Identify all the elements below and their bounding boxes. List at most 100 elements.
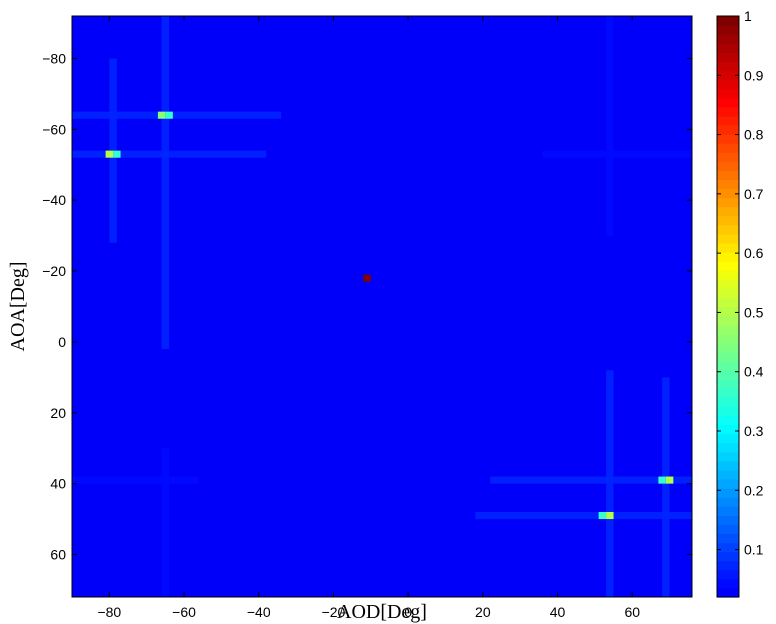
sidelobe-streak-7 bbox=[606, 370, 614, 597]
colorbar-segment bbox=[717, 34, 739, 44]
x-tick-label: 0 bbox=[404, 604, 412, 620]
colorbar-segment bbox=[717, 370, 739, 380]
colorbar-segment bbox=[717, 224, 739, 235]
x-tick-label: −40 bbox=[247, 604, 271, 620]
colorbar-tick-label: 1 bbox=[744, 8, 752, 24]
y-tick-label: 40 bbox=[50, 476, 66, 492]
colorbar-segment bbox=[717, 460, 739, 471]
heatmap-cells bbox=[72, 16, 692, 597]
colorbar-segment bbox=[717, 152, 739, 162]
colorbar-segment bbox=[717, 61, 739, 72]
colorbar-segment bbox=[717, 415, 739, 426]
colorbar-segment bbox=[717, 515, 739, 525]
colorbar-segment bbox=[717, 524, 739, 535]
colorbar-segment bbox=[717, 342, 739, 353]
sidelobe-streak-2 bbox=[72, 150, 267, 158]
sidelobe-streak-10 bbox=[542, 150, 692, 158]
colorbar-segment bbox=[717, 43, 739, 53]
sidelobe-streak-0 bbox=[72, 111, 282, 119]
colorbar-segment bbox=[717, 379, 739, 389]
colorbar-segment bbox=[717, 124, 739, 135]
sidelobe-streak-1 bbox=[161, 16, 170, 350]
colorbar-segment bbox=[717, 442, 739, 453]
colorbar-segment bbox=[717, 297, 739, 308]
colorbar-segment bbox=[717, 279, 739, 289]
colorbar-segment bbox=[717, 261, 739, 271]
x-tick-label: 40 bbox=[550, 604, 566, 620]
y-tick-label: −20 bbox=[42, 263, 66, 279]
colorbar-tick-label: 0.8 bbox=[744, 127, 764, 143]
sidelobe-streak-6 bbox=[475, 511, 692, 520]
colorbar-tick-label: 0.1 bbox=[744, 542, 764, 558]
colorbar-segment bbox=[717, 197, 739, 208]
sidelobe-streak-8 bbox=[72, 476, 199, 484]
colorbar-segment bbox=[717, 424, 739, 435]
plot-frame bbox=[71, 15, 693, 598]
colorbar-tick-label: 0.2 bbox=[744, 482, 764, 498]
colorbar-segment bbox=[717, 70, 739, 81]
colorbar-segment bbox=[717, 52, 739, 62]
colorbar-segment bbox=[717, 270, 739, 280]
colorbar-tick-label: 0.4 bbox=[744, 364, 764, 380]
peak-cell-8 bbox=[658, 476, 666, 484]
colorbar-tick-label: 0.3 bbox=[744, 423, 764, 439]
peak-cell-0 bbox=[363, 274, 371, 282]
x-tick-label: −20 bbox=[322, 604, 346, 620]
colorbar-segment bbox=[717, 88, 739, 99]
colorbar-tick-label: 0.9 bbox=[744, 67, 764, 83]
y-tick-label: −40 bbox=[42, 192, 66, 208]
colorbar-segment bbox=[717, 388, 739, 398]
colorbar-segment bbox=[717, 397, 739, 407]
peak-cell-2 bbox=[113, 150, 121, 158]
colorbar bbox=[716, 15, 740, 598]
x-axis-label: AOD[Deg] bbox=[337, 601, 427, 623]
colorbar-segment bbox=[717, 161, 739, 171]
colorbar-segment bbox=[717, 497, 739, 507]
colorbar-segment bbox=[717, 115, 739, 126]
sidelobe-streak-11 bbox=[606, 16, 614, 236]
colorbar-segment bbox=[717, 351, 739, 362]
sidelobe-streak-5 bbox=[662, 377, 670, 597]
x-axis-ticks: −80 −60 −40 −20 0 20 40 60 bbox=[97, 16, 640, 620]
colorbar-segment bbox=[717, 215, 739, 226]
peak-cell-6 bbox=[598, 511, 607, 520]
colorbar-segment bbox=[717, 324, 739, 335]
colorbar-segment bbox=[717, 16, 739, 26]
colorbar-segment bbox=[717, 578, 739, 589]
y-tick-label: 60 bbox=[50, 546, 66, 562]
colorbar-segment bbox=[717, 406, 739, 417]
colorbar-segment bbox=[717, 587, 739, 598]
y-tick-label: 0 bbox=[58, 334, 66, 350]
peak-cell-5 bbox=[606, 511, 614, 520]
sidelobe-streak-4 bbox=[490, 476, 692, 484]
colorbar-segment bbox=[717, 488, 739, 498]
colorbar-segment bbox=[717, 79, 739, 90]
colorbar-segment bbox=[717, 188, 739, 199]
colorbar-segment bbox=[717, 97, 739, 108]
colorbar-segment bbox=[717, 433, 739, 444]
colorbar-segment bbox=[717, 134, 739, 144]
colorbar-segment bbox=[717, 242, 739, 253]
colorbar-segment bbox=[717, 206, 739, 217]
colorbar-frame bbox=[716, 15, 740, 598]
colorbar-segment bbox=[717, 533, 739, 544]
colorbar-segment bbox=[717, 233, 739, 244]
colorbar-segment bbox=[717, 569, 739, 580]
x-tick-label: 60 bbox=[624, 604, 640, 620]
peak-cell-1 bbox=[105, 150, 114, 158]
colorbar-segment bbox=[717, 451, 739, 462]
colorbar-segment bbox=[717, 542, 739, 553]
colorbar-tick-label: 0.5 bbox=[744, 304, 764, 320]
colorbar-segment bbox=[717, 551, 739, 562]
y-tick-label: 20 bbox=[50, 405, 66, 421]
x-tick-label: −60 bbox=[172, 604, 196, 620]
y-axis-label: AOA[Deg] bbox=[7, 262, 29, 352]
colorbar-segment bbox=[717, 360, 739, 371]
colorbar-segment bbox=[717, 288, 739, 299]
colorbar-segment bbox=[717, 506, 739, 516]
y-axis-ticks: −80 −60 −40 −20 0 20 40 60 bbox=[42, 51, 692, 562]
colorbar-segment bbox=[717, 106, 739, 117]
x-tick-label: 20 bbox=[475, 604, 491, 620]
colorbar-segment bbox=[717, 179, 739, 190]
